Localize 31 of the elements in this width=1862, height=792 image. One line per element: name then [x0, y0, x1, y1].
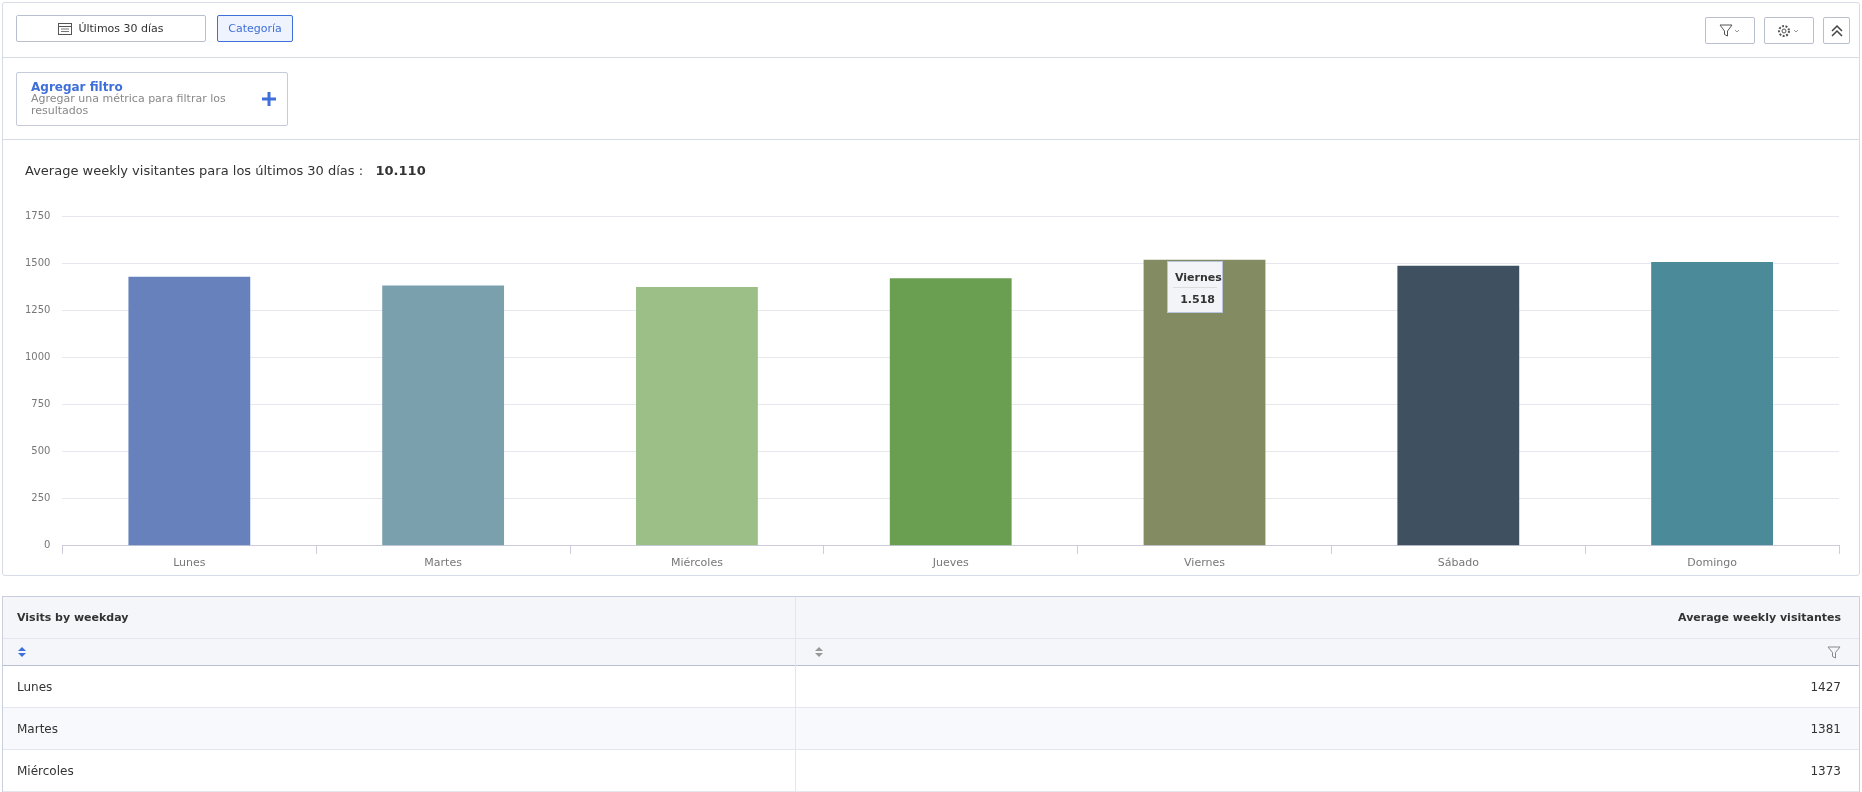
text: Agregar filtro — [31, 80, 123, 94]
text: Visits by weekday — [17, 611, 129, 624]
x-tick-label: Martes — [424, 556, 463, 570]
x-tick-label: Lunes — [173, 556, 206, 570]
x-tick-label: Miércoles — [670, 556, 724, 570]
annotation: 1.518 — [1180, 293, 1215, 306]
text: Últimos 30 días — [78, 22, 164, 35]
x-tick-label: Jueves — [931, 556, 969, 570]
text: 1381 — [1810, 721, 1841, 736]
chart-subtitle: 10.110 — [375, 163, 426, 178]
y-tick-label: 1000 — [25, 350, 51, 362]
text: Categoría — [228, 22, 282, 35]
y-tick-label: 500 — [31, 445, 51, 457]
annotation: Viernes — [1175, 271, 1222, 284]
text: 1373 — [1810, 763, 1841, 778]
y-tick-label: 750 — [31, 398, 51, 410]
category-label: Lunes — [17, 679, 53, 694]
y-tick-label: 250 — [31, 492, 51, 504]
y-tick-label: 0 — [44, 539, 51, 551]
tooltip: Viernes 1.518 — [1167, 261, 1223, 313]
category-label: Martes — [17, 721, 58, 736]
x-tick-label: Sábado — [1437, 556, 1480, 570]
x-tick-label: Domingo — [1687, 556, 1738, 570]
y-tick-label: 1750 — [25, 209, 51, 221]
y-tick-label: 1250 — [25, 303, 51, 315]
chart-title: Average weekly visitantes para los últimos 30 días : — [25, 163, 364, 178]
y-tick-label: 1500 — [25, 256, 51, 268]
text: Average weekly visitantes — [1678, 611, 1841, 624]
category-label: Miércoles — [17, 763, 74, 778]
text: 1427 — [1810, 679, 1841, 694]
x-tick-label: Viernes — [1184, 556, 1226, 570]
